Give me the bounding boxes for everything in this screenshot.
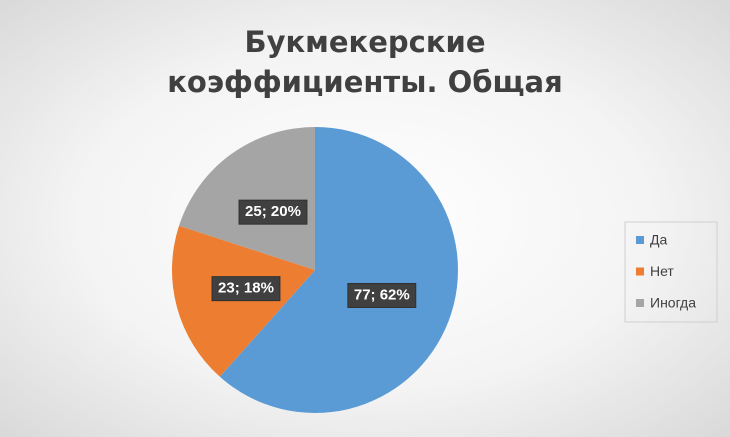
data-label-box <box>211 276 281 302</box>
legend-swatch <box>636 236 644 244</box>
legend-swatch <box>636 267 644 276</box>
pie-slice <box>219 127 458 413</box>
data-label: 77; 62% <box>347 282 417 308</box>
legend-swatch <box>636 299 644 307</box>
legend-label: Да <box>650 232 667 248</box>
chart-title: Букмекерские коэффициенты. Общая <box>167 25 563 99</box>
data-label-box <box>347 282 417 308</box>
data-label-text: 23; 18% <box>218 280 274 297</box>
legend-box <box>624 221 718 323</box>
legend-label: Иногда <box>650 295 696 311</box>
pie-slice <box>171 225 315 377</box>
data-label-text: 77; 62% <box>354 286 410 303</box>
data-label-text: 25; 20% <box>245 203 301 220</box>
data-label: 23; 18% <box>211 276 281 302</box>
legend-label: Нет <box>650 263 674 279</box>
pie-slice <box>178 127 315 270</box>
data-label: 25; 20% <box>238 199 308 225</box>
data-label-box <box>238 199 308 225</box>
